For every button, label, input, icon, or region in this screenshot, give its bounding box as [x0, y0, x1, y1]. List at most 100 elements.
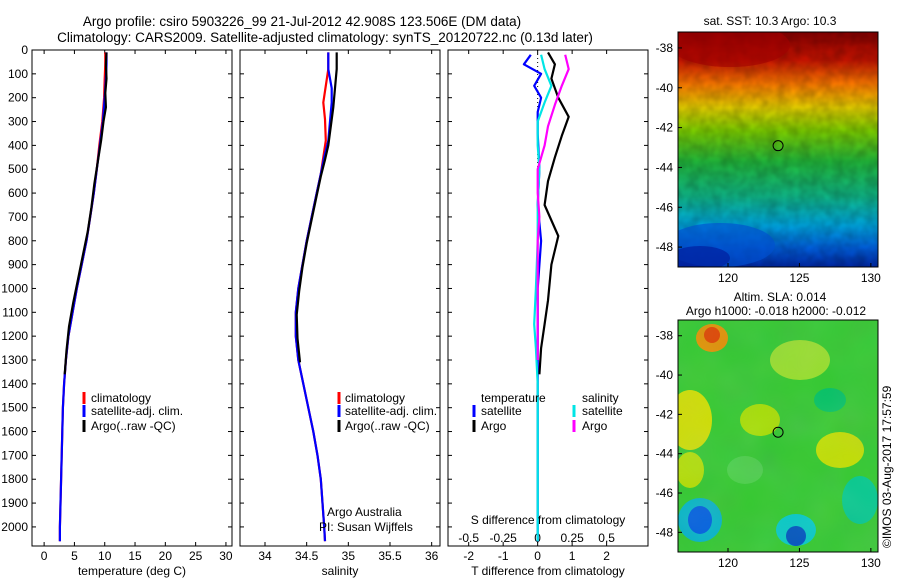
x-tick-label: 36	[425, 549, 439, 563]
y-tick-label: 1000	[1, 281, 28, 295]
y-tick-label: 0	[21, 43, 28, 57]
series-line-argo	[63, 52, 108, 375]
sla-map-title-2: Argo h1000: -0.018 h2000: -0.012	[686, 304, 866, 318]
map-x-tick-label: 125	[789, 556, 809, 570]
y-tick-label: 900	[8, 258, 28, 272]
x-tick-label: 25	[189, 549, 203, 563]
y-tick-label: 100	[8, 67, 28, 81]
series-line-t-argo	[538, 51, 570, 375]
y-tick-label: 1500	[1, 401, 28, 415]
legend-salinity-title: salinity	[582, 391, 619, 405]
y-tick-label: 600	[8, 186, 28, 200]
legend-climatology-label: climatology	[91, 391, 151, 405]
y-tick-label: 300	[8, 115, 28, 129]
x-tick-label: -1	[498, 549, 509, 563]
profile-location-marker	[772, 426, 784, 438]
x-tick-label: 34	[258, 549, 272, 563]
s-tick-label: -0.5	[458, 531, 479, 545]
map-y-tick-label: -38	[656, 41, 674, 55]
sst-map-frame	[677, 31, 879, 268]
profile-location-marker	[772, 140, 784, 152]
legend-s-satellite-label: satellite	[582, 404, 623, 418]
sst-cold-blob	[678, 246, 730, 267]
series-group	[522, 51, 570, 542]
series-line-s-satellite	[533, 54, 553, 542]
x-tick-label: 15	[128, 549, 142, 563]
map-y-tick-label: -44	[656, 160, 674, 174]
sla-noise	[678, 320, 878, 552]
series-line-s-argo	[536, 54, 570, 360]
map-y-tick-label: -38	[656, 329, 674, 343]
y-tick-label: 1600	[1, 425, 28, 439]
x-tick-label: -2	[463, 549, 474, 563]
s-tick-label: -0.25	[489, 531, 517, 545]
x-tick-label: 30	[219, 549, 233, 563]
y-tick-label: 500	[8, 162, 28, 176]
y-tick-label: 700	[8, 210, 28, 224]
y-tick-label: 1900	[1, 496, 28, 510]
title-line-2: Climatology: CARS2009. Satellite-adjuste…	[57, 30, 593, 45]
map-y-tick-label: -46	[656, 486, 674, 500]
map-y-tick-label: -48	[656, 240, 674, 254]
x-tick-label: 20	[159, 549, 173, 563]
s-difference-axis-label: S difference from climatology	[471, 513, 626, 527]
y-tick-label: 1400	[1, 377, 28, 391]
credit-label: ©IMOS 03-Aug-2017 17:57:59	[880, 385, 894, 548]
map-x-tick-label: 120	[718, 271, 738, 285]
sla-map-frame	[677, 319, 879, 553]
y-tick-label: 1300	[1, 353, 28, 367]
y-tick-label: 800	[8, 234, 28, 248]
map-x-tick-label: 125	[789, 271, 809, 285]
salinity-legend: climatology satellite-adj. clim. Argo(..…	[337, 391, 437, 433]
map-x-tick-label: 130	[861, 271, 881, 285]
legend-t-satellite-label: satellite	[481, 404, 522, 418]
y-tick-label: 1700	[1, 448, 28, 462]
sst-warm-blob	[678, 32, 790, 67]
y-tick-label: 1800	[1, 472, 28, 486]
y-tick-label: 1100	[2, 305, 28, 319]
s-tick-label: 0.25	[560, 531, 584, 545]
map-y-tick-label: -42	[656, 407, 674, 421]
legend-climatology-label: climatology	[345, 391, 405, 405]
x-tick-label: 35.5	[378, 549, 402, 563]
sla-map-title-1: Altim. SLA: 0.014	[734, 290, 827, 304]
map-x-tick-label: 120	[718, 556, 738, 570]
x-axis-label: T difference from climatology	[471, 564, 625, 578]
y-tick-label: 2000	[1, 520, 28, 534]
y-tick-label: 1200	[1, 329, 28, 343]
annotation-argo-australia: Argo Australia	[327, 505, 402, 519]
difference-legend: temperature satellite Argo salinity sate…	[472, 391, 623, 433]
legend-temperature-title: temperature	[481, 391, 546, 405]
x-tick-label: 2	[603, 549, 610, 563]
legend-s-argo-label: Argo	[582, 419, 608, 433]
map-y-tick-label: -46	[656, 200, 674, 214]
y-tick-label: 200	[8, 91, 28, 105]
x-tick-label: 0	[41, 549, 48, 563]
temperature-plot-frame	[31, 49, 233, 547]
series-group	[58, 52, 108, 542]
map-x-tick-label: 130	[861, 556, 881, 570]
annotation-pi: PI: Susan Wijffels	[319, 520, 413, 534]
map-y-tick-label: -42	[656, 121, 674, 135]
x-tick-label: 5	[71, 549, 78, 563]
series-line-argo	[295, 52, 338, 363]
x-tick-label: 0	[534, 549, 541, 563]
map-y-tick-label: -40	[656, 368, 674, 382]
series-group	[294, 52, 338, 542]
sst-map-title: sat. SST: 10.3 Argo: 10.3	[704, 14, 837, 28]
sst-texture	[678, 32, 878, 267]
temperature-legend: climatology satellite-adj. clim. Argo(..…	[82, 391, 183, 433]
salinity-plot-frame	[239, 49, 441, 547]
x-tick-label: 35	[342, 549, 356, 563]
map-y-tick-label: -40	[656, 81, 674, 95]
s-tick-label: 0.5	[598, 531, 615, 545]
x-tick-label: 10	[98, 549, 112, 563]
title-line-1: Argo profile: csiro 5903226_99 21-Jul-20…	[83, 14, 521, 29]
x-tick-label: 34.5	[295, 549, 319, 563]
legend-satellite-label: satellite-adj. clim.	[91, 404, 183, 418]
sla-texture	[678, 320, 878, 552]
x-axis-label: salinity	[322, 564, 359, 578]
x-tick-label: 1	[569, 549, 576, 563]
legend-argo-label: Argo(..raw -QC)	[91, 419, 176, 433]
